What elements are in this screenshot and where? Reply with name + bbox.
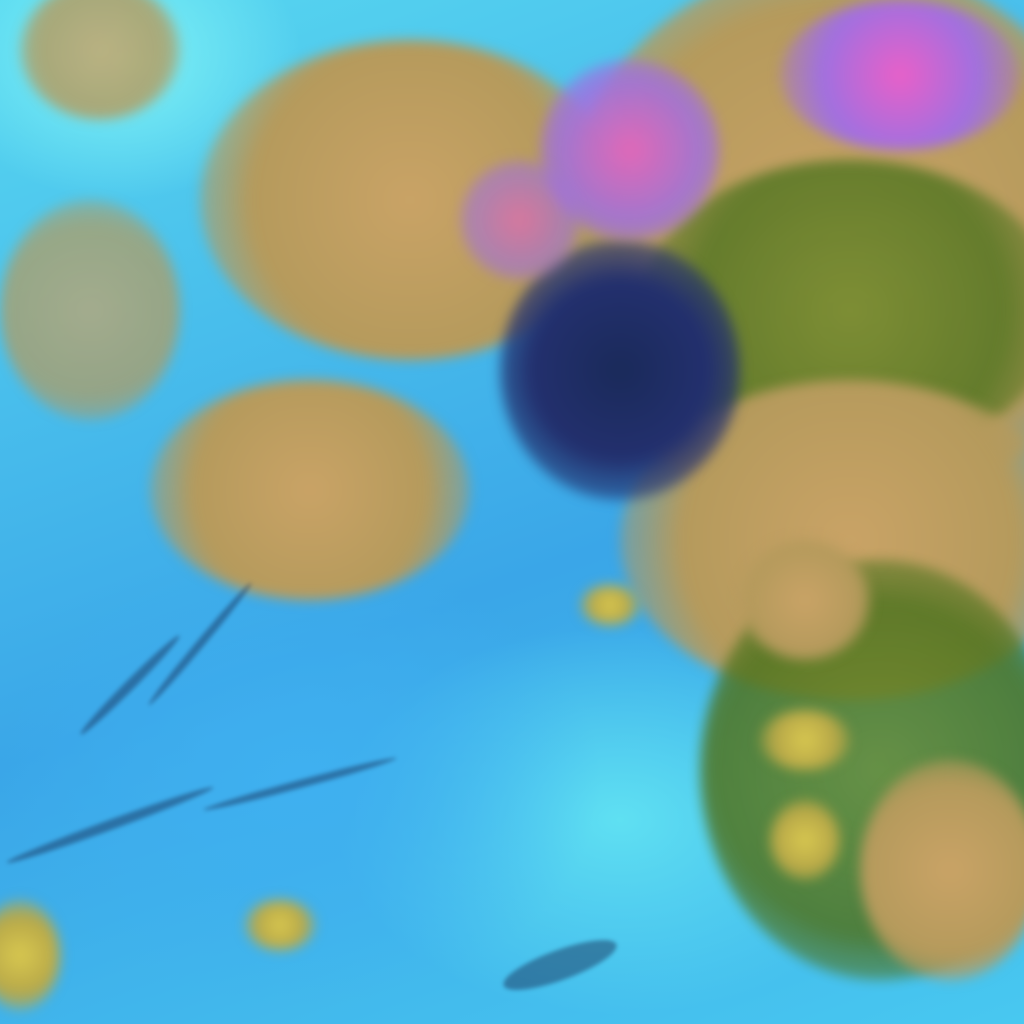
land-northwest (0, 200, 180, 420)
yellow-patch (770, 800, 840, 880)
high-cloud-magenta (780, 0, 1020, 150)
yellow-patch (0, 900, 60, 1010)
land-central-west (150, 380, 470, 600)
yellow-patch (760, 710, 850, 770)
deep-convection (500, 240, 740, 500)
yellow-patch (580, 585, 640, 625)
cloud-shadow-streak (498, 930, 622, 1000)
cloud-shadow-streak (202, 754, 398, 814)
land-top-left (20, 0, 180, 120)
land-patch-southeast (860, 760, 1024, 980)
high-cloud-violet (460, 160, 580, 280)
land-patch-south-central (740, 540, 870, 660)
cloud-shadow-streak (145, 580, 255, 708)
yellow-patch (245, 900, 315, 950)
cloud-shadow-streak (4, 782, 216, 868)
